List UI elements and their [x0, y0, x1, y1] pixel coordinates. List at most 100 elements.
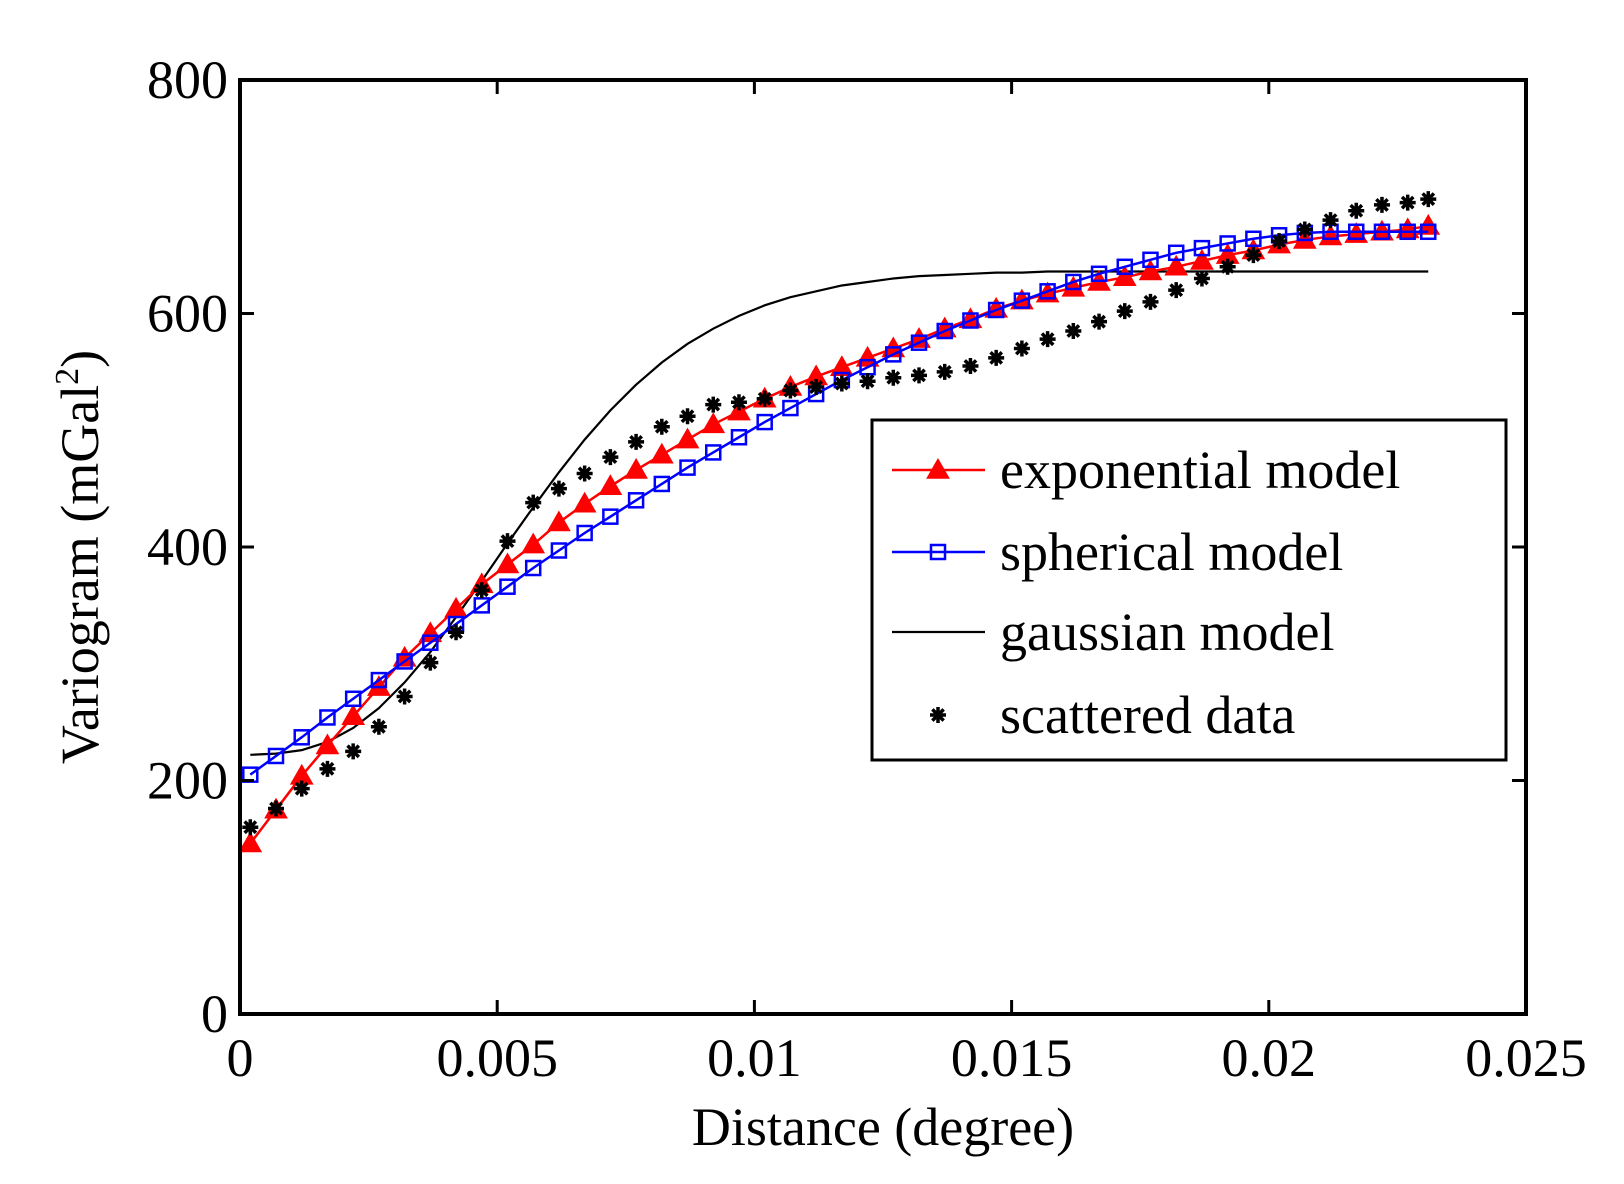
y-axis-label-close: )	[50, 350, 110, 368]
data-point	[242, 819, 259, 836]
data-point	[833, 375, 850, 392]
data-point	[319, 760, 336, 777]
data-point	[885, 369, 902, 386]
data-point	[730, 429, 748, 446]
data-point	[1347, 223, 1365, 241]
data-point	[962, 312, 979, 329]
legend-marker	[930, 707, 946, 723]
x-tick-label: 0.025	[1465, 1028, 1587, 1088]
data-point	[370, 718, 387, 735]
y-axis-label: Variogram (mGal2)	[49, 350, 110, 764]
y-axis-label-sup: 2	[49, 368, 86, 385]
data-point	[319, 709, 336, 726]
data-point	[1373, 196, 1390, 213]
data-point	[1013, 292, 1031, 309]
data-point	[473, 597, 491, 614]
legend-entry: scattered data	[930, 685, 1295, 745]
y-tick-label: 200	[147, 751, 228, 811]
data-point	[624, 457, 648, 479]
data-point	[1245, 247, 1262, 264]
y-tick-label: 0	[201, 984, 228, 1044]
y-tick-label: 600	[147, 284, 228, 344]
data-point	[1167, 244, 1185, 262]
data-point	[1138, 259, 1163, 281]
data-point	[293, 729, 310, 746]
data-point	[1013, 340, 1030, 357]
legend-entry: gaussian model	[892, 602, 1334, 662]
data-point	[782, 399, 799, 417]
data-point	[1168, 282, 1185, 299]
data-point	[653, 475, 671, 493]
data-point	[756, 413, 773, 431]
data-point	[1142, 251, 1159, 269]
data-point	[705, 396, 722, 413]
data-point	[550, 542, 568, 559]
legend-entry: spherical model	[892, 522, 1343, 582]
data-point	[675, 427, 700, 449]
data-point	[572, 491, 597, 513]
data-point	[524, 559, 542, 577]
data-point	[1142, 293, 1159, 310]
series-scattered-data	[242, 191, 1437, 836]
legend: exponential model spherical model gaussian…	[870, 418, 1508, 762]
data-point	[679, 408, 696, 425]
data-point	[1399, 194, 1416, 211]
data-point	[1193, 239, 1211, 257]
data-point	[238, 831, 263, 853]
data-point	[267, 747, 285, 765]
data-point	[1039, 331, 1056, 348]
data-point	[495, 552, 520, 574]
data-point	[653, 418, 670, 435]
x-tick-label: 0	[227, 1028, 254, 1088]
data-point	[499, 533, 516, 550]
legend-label: exponential model	[1000, 440, 1400, 500]
data-point	[730, 394, 747, 411]
data-point	[701, 412, 726, 434]
data-point	[649, 442, 674, 464]
y-axis-label-main: Variogram (mGal	[50, 385, 110, 764]
data-point	[293, 780, 310, 797]
data-point	[268, 800, 285, 817]
data-point	[1219, 235, 1236, 252]
series-line	[250, 270, 1429, 756]
data-point	[1091, 313, 1108, 330]
data-point	[499, 578, 516, 595]
data-point	[344, 690, 362, 708]
legend-box	[870, 418, 1508, 762]
data-point	[1039, 283, 1056, 300]
data-point	[628, 433, 645, 450]
data-point	[907, 327, 931, 348]
legend-label: gaussian model	[1000, 602, 1334, 662]
data-point	[988, 349, 1005, 366]
x-tick-label: 0.01	[707, 1028, 802, 1088]
data-point	[315, 733, 340, 755]
data-point	[1420, 223, 1437, 241]
x-axis-label: Distance (degree)	[692, 1097, 1074, 1157]
data-point	[370, 671, 388, 689]
data-point	[1116, 258, 1134, 276]
series-gaussian-model	[250, 270, 1429, 756]
data-point	[1164, 254, 1189, 276]
data-point	[936, 322, 953, 340]
data-point	[808, 379, 825, 396]
data-point	[547, 510, 571, 532]
data-point	[1190, 248, 1214, 270]
data-point	[1065, 323, 1082, 340]
data-point	[936, 363, 953, 380]
ticks-layer: 0 0.005 0.01 0.015 0.02 0.025 0 200 400 600 800	[147, 50, 1587, 1088]
data-point	[576, 524, 593, 542]
legend-label: scattered data	[1000, 685, 1295, 745]
data-point	[1193, 270, 1210, 287]
data-point	[1296, 221, 1313, 238]
data-point	[1420, 191, 1437, 208]
data-point	[911, 367, 928, 384]
data-point	[1322, 212, 1339, 229]
x-tick-label: 0.005	[436, 1028, 558, 1088]
data-point	[1271, 233, 1288, 250]
data-point	[473, 582, 490, 599]
data-point	[1245, 230, 1262, 248]
data-point	[550, 480, 567, 497]
legend-items: exponential model spherical model gaussian…	[892, 440, 1400, 745]
data-point	[598, 474, 623, 496]
series-layer	[238, 191, 1441, 853]
